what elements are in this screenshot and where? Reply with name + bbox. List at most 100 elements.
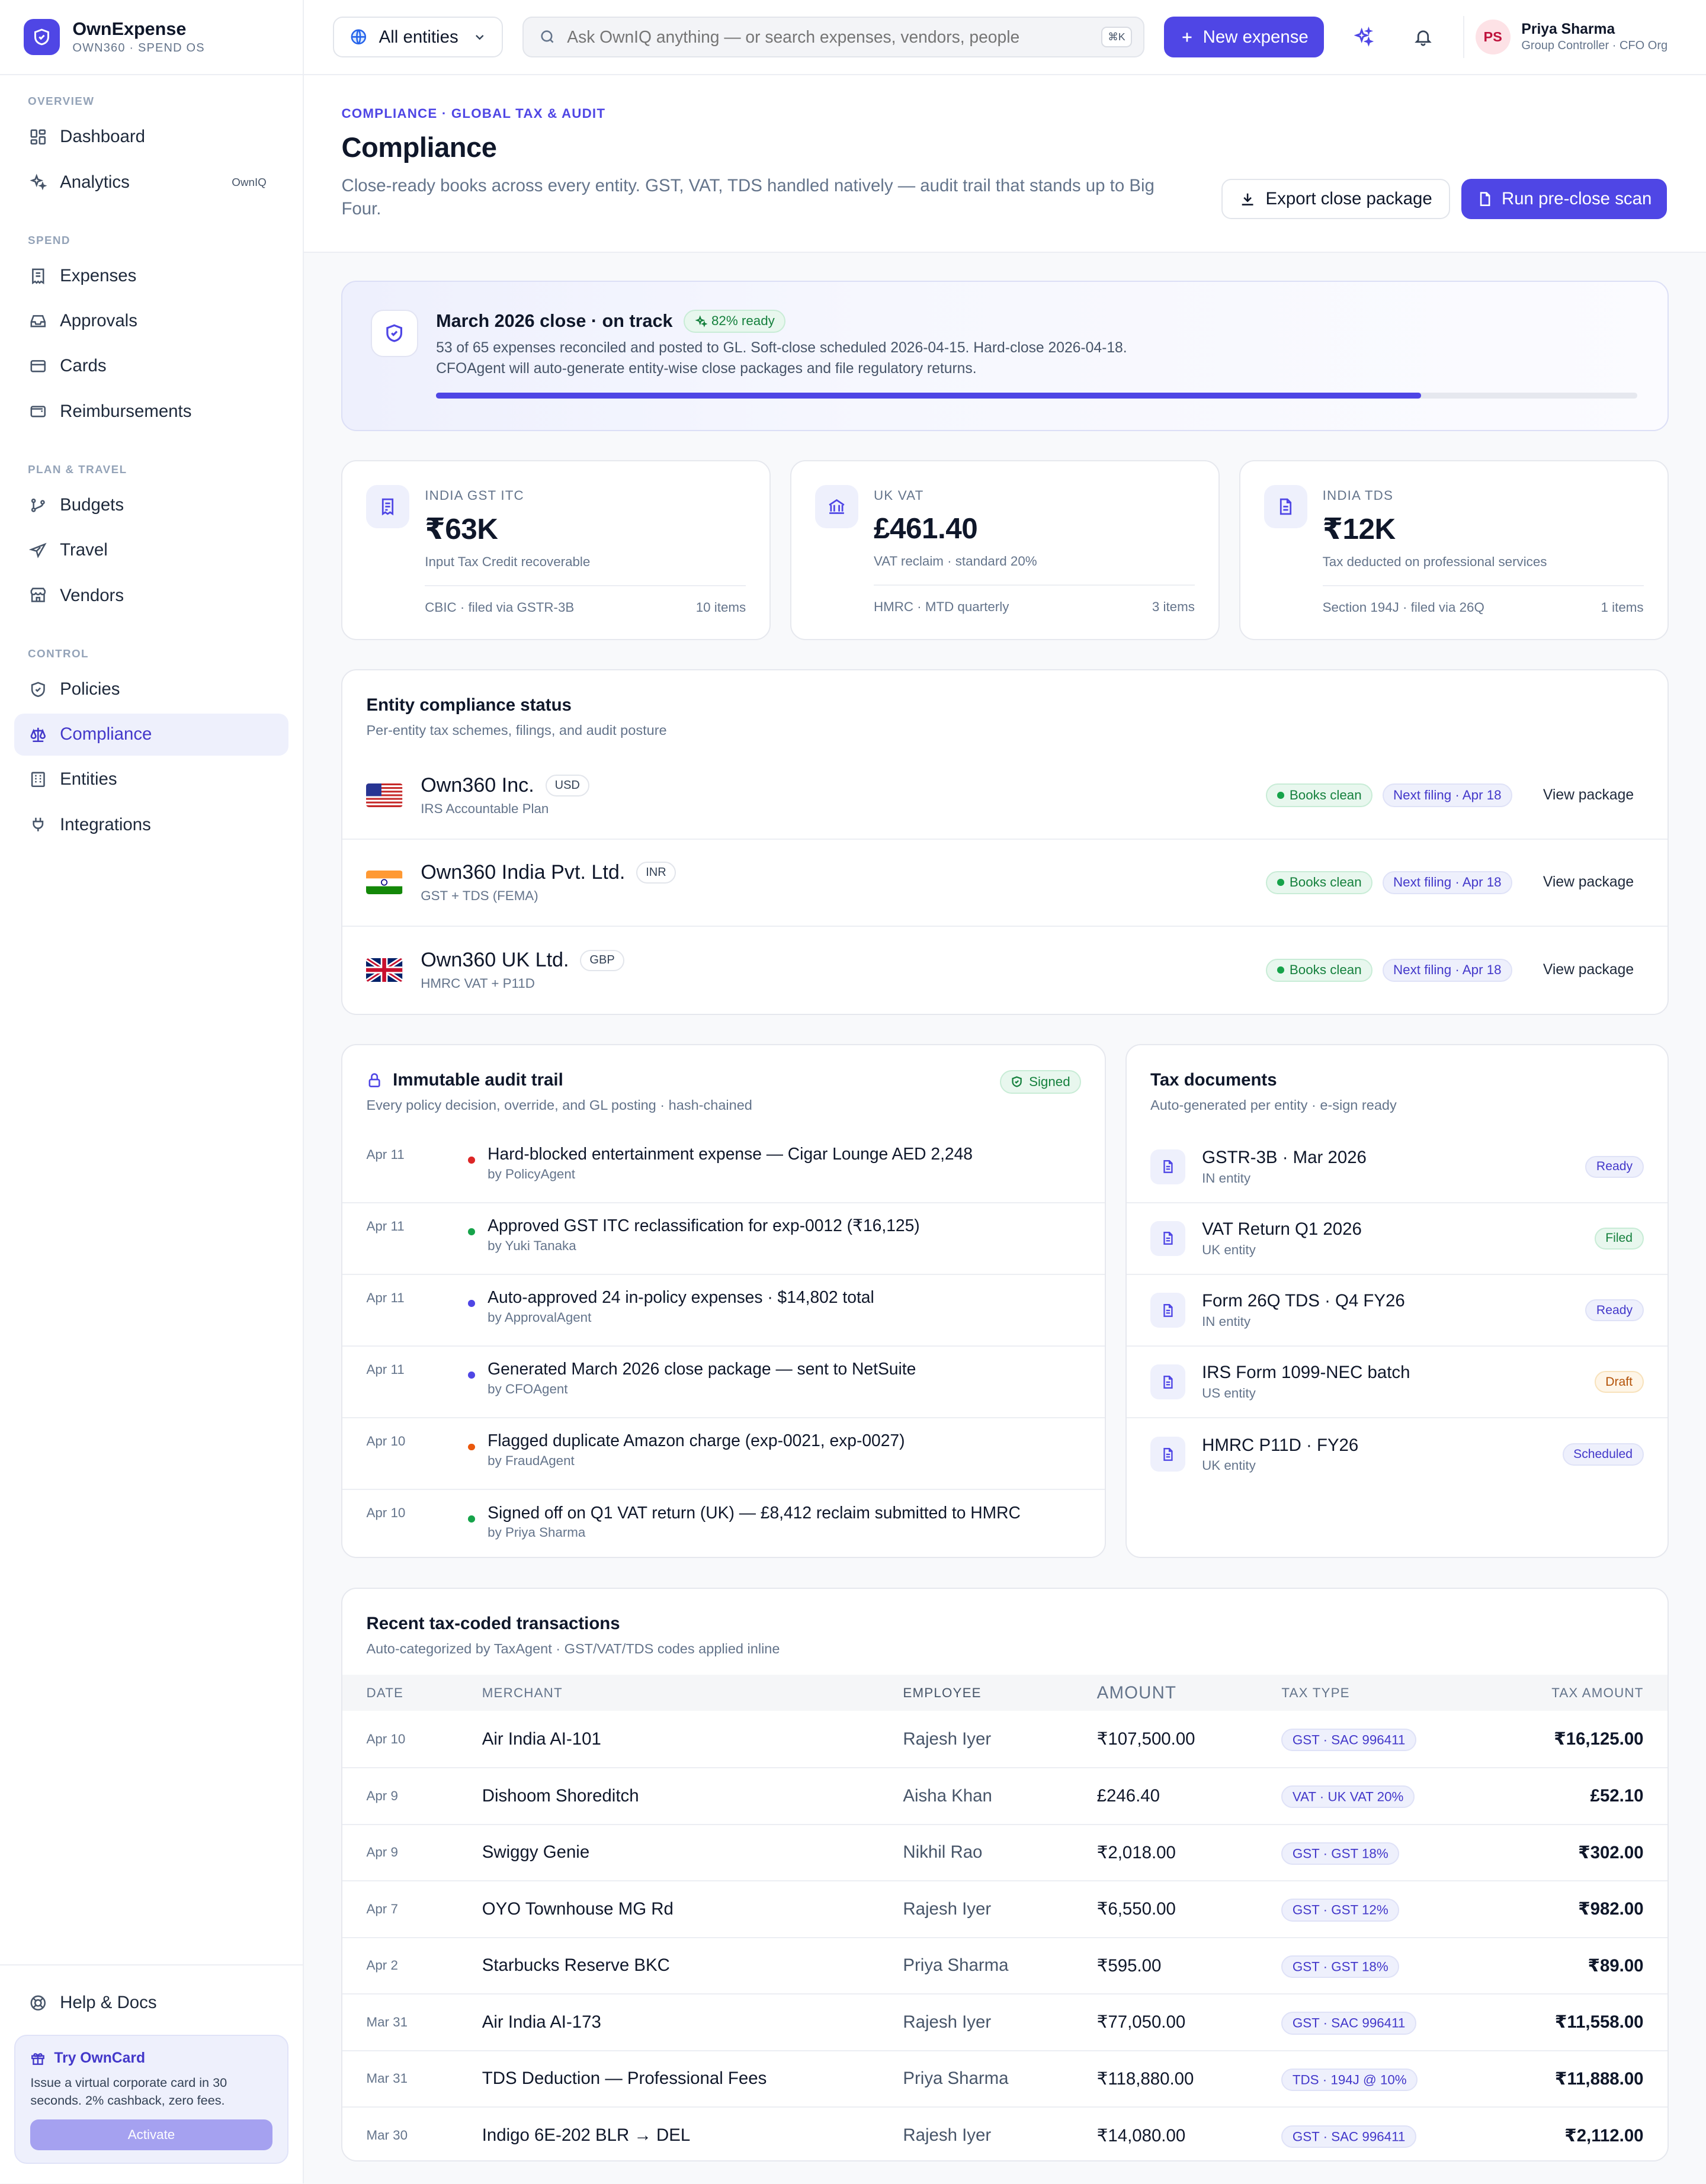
tax-stat-card[interactable]: INDIA GST ITC ₹63K Input Tax Credit reco…: [341, 460, 771, 640]
ai-sparkle-button[interactable]: [1343, 17, 1384, 57]
sidebar-item-entities[interactable]: Entities: [14, 759, 289, 801]
user-menu[interactable]: PS Priya Sharma Group Controller · CFO O…: [1463, 16, 1667, 58]
export-close-package-button[interactable]: Export close package: [1221, 179, 1450, 220]
us-flag-icon: [366, 783, 403, 808]
document-name: VAT Return Q1 2026: [1202, 1219, 1362, 1239]
tx-employee: Priya Sharma: [879, 2050, 1073, 2108]
currency-badge: GBP: [580, 949, 624, 971]
main-area: All entities ⌘K New expense PS Pr: [303, 0, 1706, 2183]
next-filing-badge: Next filing · Apr 18: [1382, 783, 1513, 807]
tx-tax-type-cell: GST · SAC 996411: [1258, 1711, 1491, 1768]
stat-filing: CBIC · filed via GSTR-3B: [425, 600, 575, 615]
sidebar-item-analytics[interactable]: Analytics OwnIQ: [14, 161, 289, 203]
brand-subtitle: OWN360 · SPEND OS: [72, 41, 205, 54]
column-header[interactable]: TAX AMOUNT: [1490, 1675, 1667, 1711]
help-docs-link[interactable]: Help & Docs: [14, 1982, 289, 2024]
tax-document-row[interactable]: VAT Return Q1 2026 UK entity Filed: [1127, 1203, 1667, 1275]
table-row[interactable]: Mar 31 Air India AI-173 Rajesh Iyer ₹77,…: [342, 1994, 1667, 2051]
tax-document-row[interactable]: IRS Form 1099-NEC batch US entity Draft: [1127, 1347, 1667, 1419]
audit-entry: Apr 11 Generated March 2026 close packag…: [342, 1347, 1105, 1419]
sidebar-item-budgets[interactable]: Budgets: [14, 484, 289, 526]
next-filing-badge: Next filing · Apr 18: [1382, 871, 1513, 894]
tax-document-row[interactable]: GSTR-3B · Mar 2026 IN entity Ready: [1127, 1132, 1667, 1203]
sidebar-item-label: Cards: [60, 356, 107, 376]
table-row[interactable]: Apr 9 Dishoom Shoreditch Aisha Khan £246…: [342, 1767, 1667, 1825]
entity-scheme: HMRC VAT + P11D: [421, 976, 535, 991]
sidebar-item-label: Entities: [60, 769, 117, 789]
sidebar-item-cards[interactable]: Cards: [14, 345, 289, 387]
column-header[interactable]: DATE: [342, 1675, 458, 1711]
shield-logo-icon: [24, 18, 60, 56]
avatar: PS: [1475, 20, 1511, 54]
audit-date: Apr 10: [366, 1434, 406, 1449]
tax-document-row[interactable]: HMRC P11D · FY26 UK entity Scheduled: [1127, 1418, 1667, 1490]
tax-stat-card[interactable]: UK VAT £461.40 VAT reclaim · standard 20…: [790, 460, 1220, 640]
column-header[interactable]: TAX TYPE: [1258, 1675, 1491, 1711]
document-entity: UK entity: [1202, 1458, 1256, 1473]
view-package-button[interactable]: View package: [1543, 962, 1634, 978]
sidebar-item-travel[interactable]: Travel: [14, 529, 289, 571]
document-name: Form 26Q TDS · Q4 FY26: [1202, 1291, 1405, 1311]
ready-badge: 82% ready: [684, 309, 786, 333]
sidebar-item-policies[interactable]: Policies: [14, 669, 289, 711]
tax-type-badge: GST · GST 18%: [1281, 1955, 1400, 1979]
new-expense-button[interactable]: New expense: [1163, 17, 1324, 57]
table-row[interactable]: Apr 10 Air India AI-101 Rajesh Iyer ₹107…: [342, 1711, 1667, 1768]
tax-stats: INDIA GST ITC ₹63K Input Tax Credit reco…: [341, 460, 1669, 640]
status-dot: [468, 1515, 475, 1523]
sidebar-item-approvals[interactable]: Approvals: [14, 300, 289, 342]
stat-filing: HMRC · MTD quarterly: [873, 599, 1009, 615]
sidebar-item-vendors[interactable]: Vendors: [14, 574, 289, 616]
bank-icon: [815, 485, 859, 529]
table-row[interactable]: Apr 7 OYO Townhouse MG Rd Rajesh Iyer ₹6…: [342, 1881, 1667, 1938]
run-pre-close-scan-button[interactable]: Run pre-close scan: [1461, 179, 1667, 220]
tx-tax-amount: ₹2,112.00: [1564, 2125, 1644, 2146]
view-package-button[interactable]: View package: [1543, 787, 1634, 804]
activate-button[interactable]: Activate: [30, 2119, 272, 2151]
sidebar-item-integrations[interactable]: Integrations: [14, 804, 289, 846]
sidebar-item-dashboard[interactable]: Dashboard: [14, 116, 289, 158]
view-package-button[interactable]: View package: [1543, 874, 1634, 891]
sidebar-item-expenses[interactable]: Expenses: [14, 255, 289, 297]
tx-merchant: Air India AI-101: [458, 1711, 880, 1768]
table-row[interactable]: Apr 2 Starbucks Reserve BKC Priya Sharma…: [342, 1937, 1667, 1995]
brand[interactable]: OwnExpense OWN360 · SPEND OS: [0, 0, 303, 76]
sidebar-item-label: Integrations: [60, 814, 151, 834]
close-status-card: March 2026 close · on track 82% ready 53…: [341, 280, 1669, 431]
audit-entry: Apr 10 Flagged duplicate Amazon charge (…: [342, 1418, 1105, 1491]
document-icon: [1150, 1364, 1185, 1400]
tax-type-badge: GST · SAC 996411: [1281, 1729, 1416, 1752]
search-bar[interactable]: ⌘K: [522, 17, 1144, 57]
plug-icon: [33, 818, 44, 832]
table-row[interactable]: Apr 9 Swiggy Genie Nikhil Rao ₹2,018.00 …: [342, 1824, 1667, 1882]
transactions-title: Recent tax-coded transactions: [366, 1613, 620, 1633]
shield-check-icon: [370, 309, 418, 357]
page-title: Compliance: [341, 131, 497, 163]
transactions-subtitle: Auto-categorized by TaxAgent · GST/VAT/T…: [366, 1640, 780, 1656]
document-icon: [1150, 1149, 1185, 1184]
table-row[interactable]: Mar 30 Indigo 6E-202 BLR → DEL Rajesh Iy…: [342, 2107, 1667, 2164]
sidebar-item-compliance[interactable]: Compliance: [14, 713, 289, 756]
receipt-icon: [32, 268, 44, 284]
close-progress-fill: [436, 393, 1422, 399]
document-status-badge: Draft: [1594, 1371, 1644, 1393]
search-shortcut: ⌘K: [1101, 27, 1132, 47]
status-dot: [468, 1228, 475, 1235]
column-header[interactable]: EMPLOYEE: [879, 1675, 1073, 1711]
signed-label: Signed: [1029, 1074, 1070, 1089]
notifications-button[interactable]: [1403, 17, 1444, 57]
entity-selector[interactable]: All entities: [333, 17, 504, 57]
docs-subtitle: Auto-generated per entity · e-sign ready: [1150, 1097, 1397, 1113]
column-header[interactable]: AMOUNT: [1073, 1675, 1258, 1711]
download-icon: [1242, 193, 1253, 205]
audit-entry: Apr 11 Approved GST ITC reclassification…: [342, 1203, 1105, 1275]
tax-document-row[interactable]: Form 26Q TDS · Q4 FY26 IN entity Ready: [1127, 1275, 1667, 1347]
sidebar-item-reimbursements[interactable]: Reimbursements: [14, 390, 289, 432]
tax-stat-card[interactable]: INDIA TDS ₹12K Tax deducted on professio…: [1239, 460, 1669, 640]
entity-row: Own360 UK Ltd. GBP HMRC VAT + P11D Books …: [342, 927, 1667, 1014]
tx-merchant: OYO Townhouse MG Rd: [458, 1881, 880, 1938]
search-input[interactable]: [567, 27, 1090, 47]
table-row[interactable]: Mar 31 TDS Deduction — Professional Fees…: [342, 2050, 1667, 2108]
audit-trail-card: Immutable audit trail Every policy decis…: [341, 1043, 1107, 1559]
column-header[interactable]: MERCHANT: [458, 1675, 880, 1711]
